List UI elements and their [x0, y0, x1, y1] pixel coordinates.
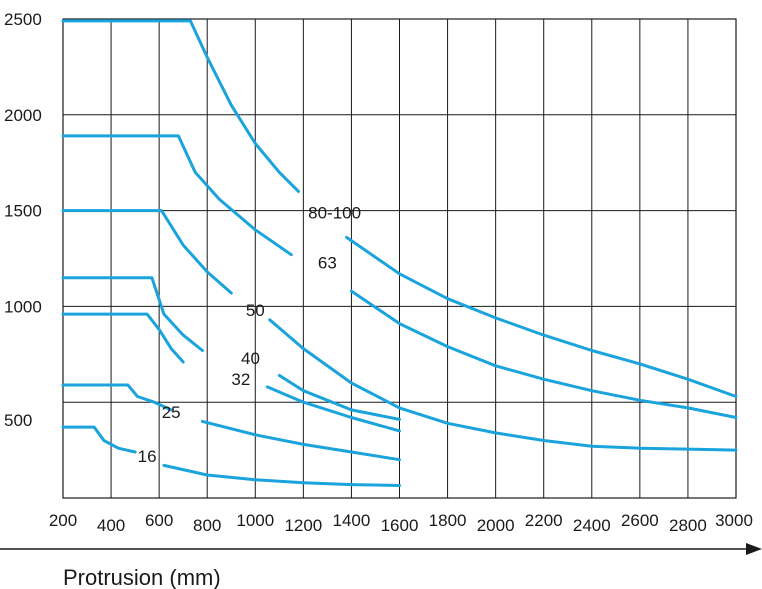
curve-25-segment: [200, 419, 401, 462]
curve-63-segment: [349, 289, 738, 419]
curve-label: 16: [138, 447, 157, 466]
curve-label: 50: [246, 301, 265, 320]
curve-50-segment: [61, 209, 233, 295]
curve-25-segment: [61, 383, 173, 412]
curves: [61, 19, 738, 487]
x-tick-label: 2600: [621, 511, 659, 530]
y-tick-label: 2000: [4, 106, 42, 125]
tick-labels: 200 400 600 800 1000 1200 1400 1600 1800 2000 2200…: [4, 10, 753, 535]
x-tick-label: 1600: [381, 516, 419, 535]
curve-label: 63: [318, 253, 337, 272]
y-tick-label: 2500: [4, 10, 42, 29]
x-tick-label: 2800: [669, 516, 707, 535]
x-tick-label: 200: [49, 511, 77, 530]
curve-80-100-segment: [61, 19, 300, 193]
curve-32-segment: [265, 385, 401, 433]
grid: [62, 18, 737, 499]
curve-63-segment: [61, 134, 293, 257]
x-tick-label: 800: [193, 516, 221, 535]
x-tick-label: 2000: [477, 516, 515, 535]
x-tick-label: 2400: [573, 516, 611, 535]
curve-32-segment: [61, 312, 185, 364]
curve-label: 32: [231, 370, 250, 389]
curve-50-segment: [268, 318, 738, 452]
x-tick-label: 1200: [284, 516, 322, 535]
x-tick-label: 1000: [236, 511, 274, 530]
x-tick-label: 3000: [715, 511, 753, 530]
curve-16-segment: [162, 463, 401, 487]
y-tick-label: 1500: [4, 202, 42, 221]
x-tick-label: 2200: [525, 511, 563, 530]
x-tick-label: 1800: [429, 511, 467, 530]
curve-label: 25: [162, 403, 181, 422]
curve-labels: 80-100 63 50 40 32 25 16: [138, 204, 361, 466]
y-tick-label: 1000: [4, 297, 42, 316]
x-axis-arrow: [0, 543, 762, 555]
y-tick-label: 500: [4, 411, 32, 430]
x-tick-label: 400: [97, 516, 125, 535]
curve-40-segment: [61, 276, 204, 352]
x-tick-label: 600: [145, 511, 173, 530]
curve-80-100-segment: [345, 235, 738, 398]
x-axis-label: Protrusion (mm): [63, 565, 221, 589]
curve-label: 80-100: [308, 204, 361, 223]
curve-label: 40: [241, 349, 260, 368]
curve-16-segment: [61, 425, 137, 454]
x-tick-label: 1400: [333, 511, 371, 530]
curve-40-segment: [277, 373, 401, 421]
